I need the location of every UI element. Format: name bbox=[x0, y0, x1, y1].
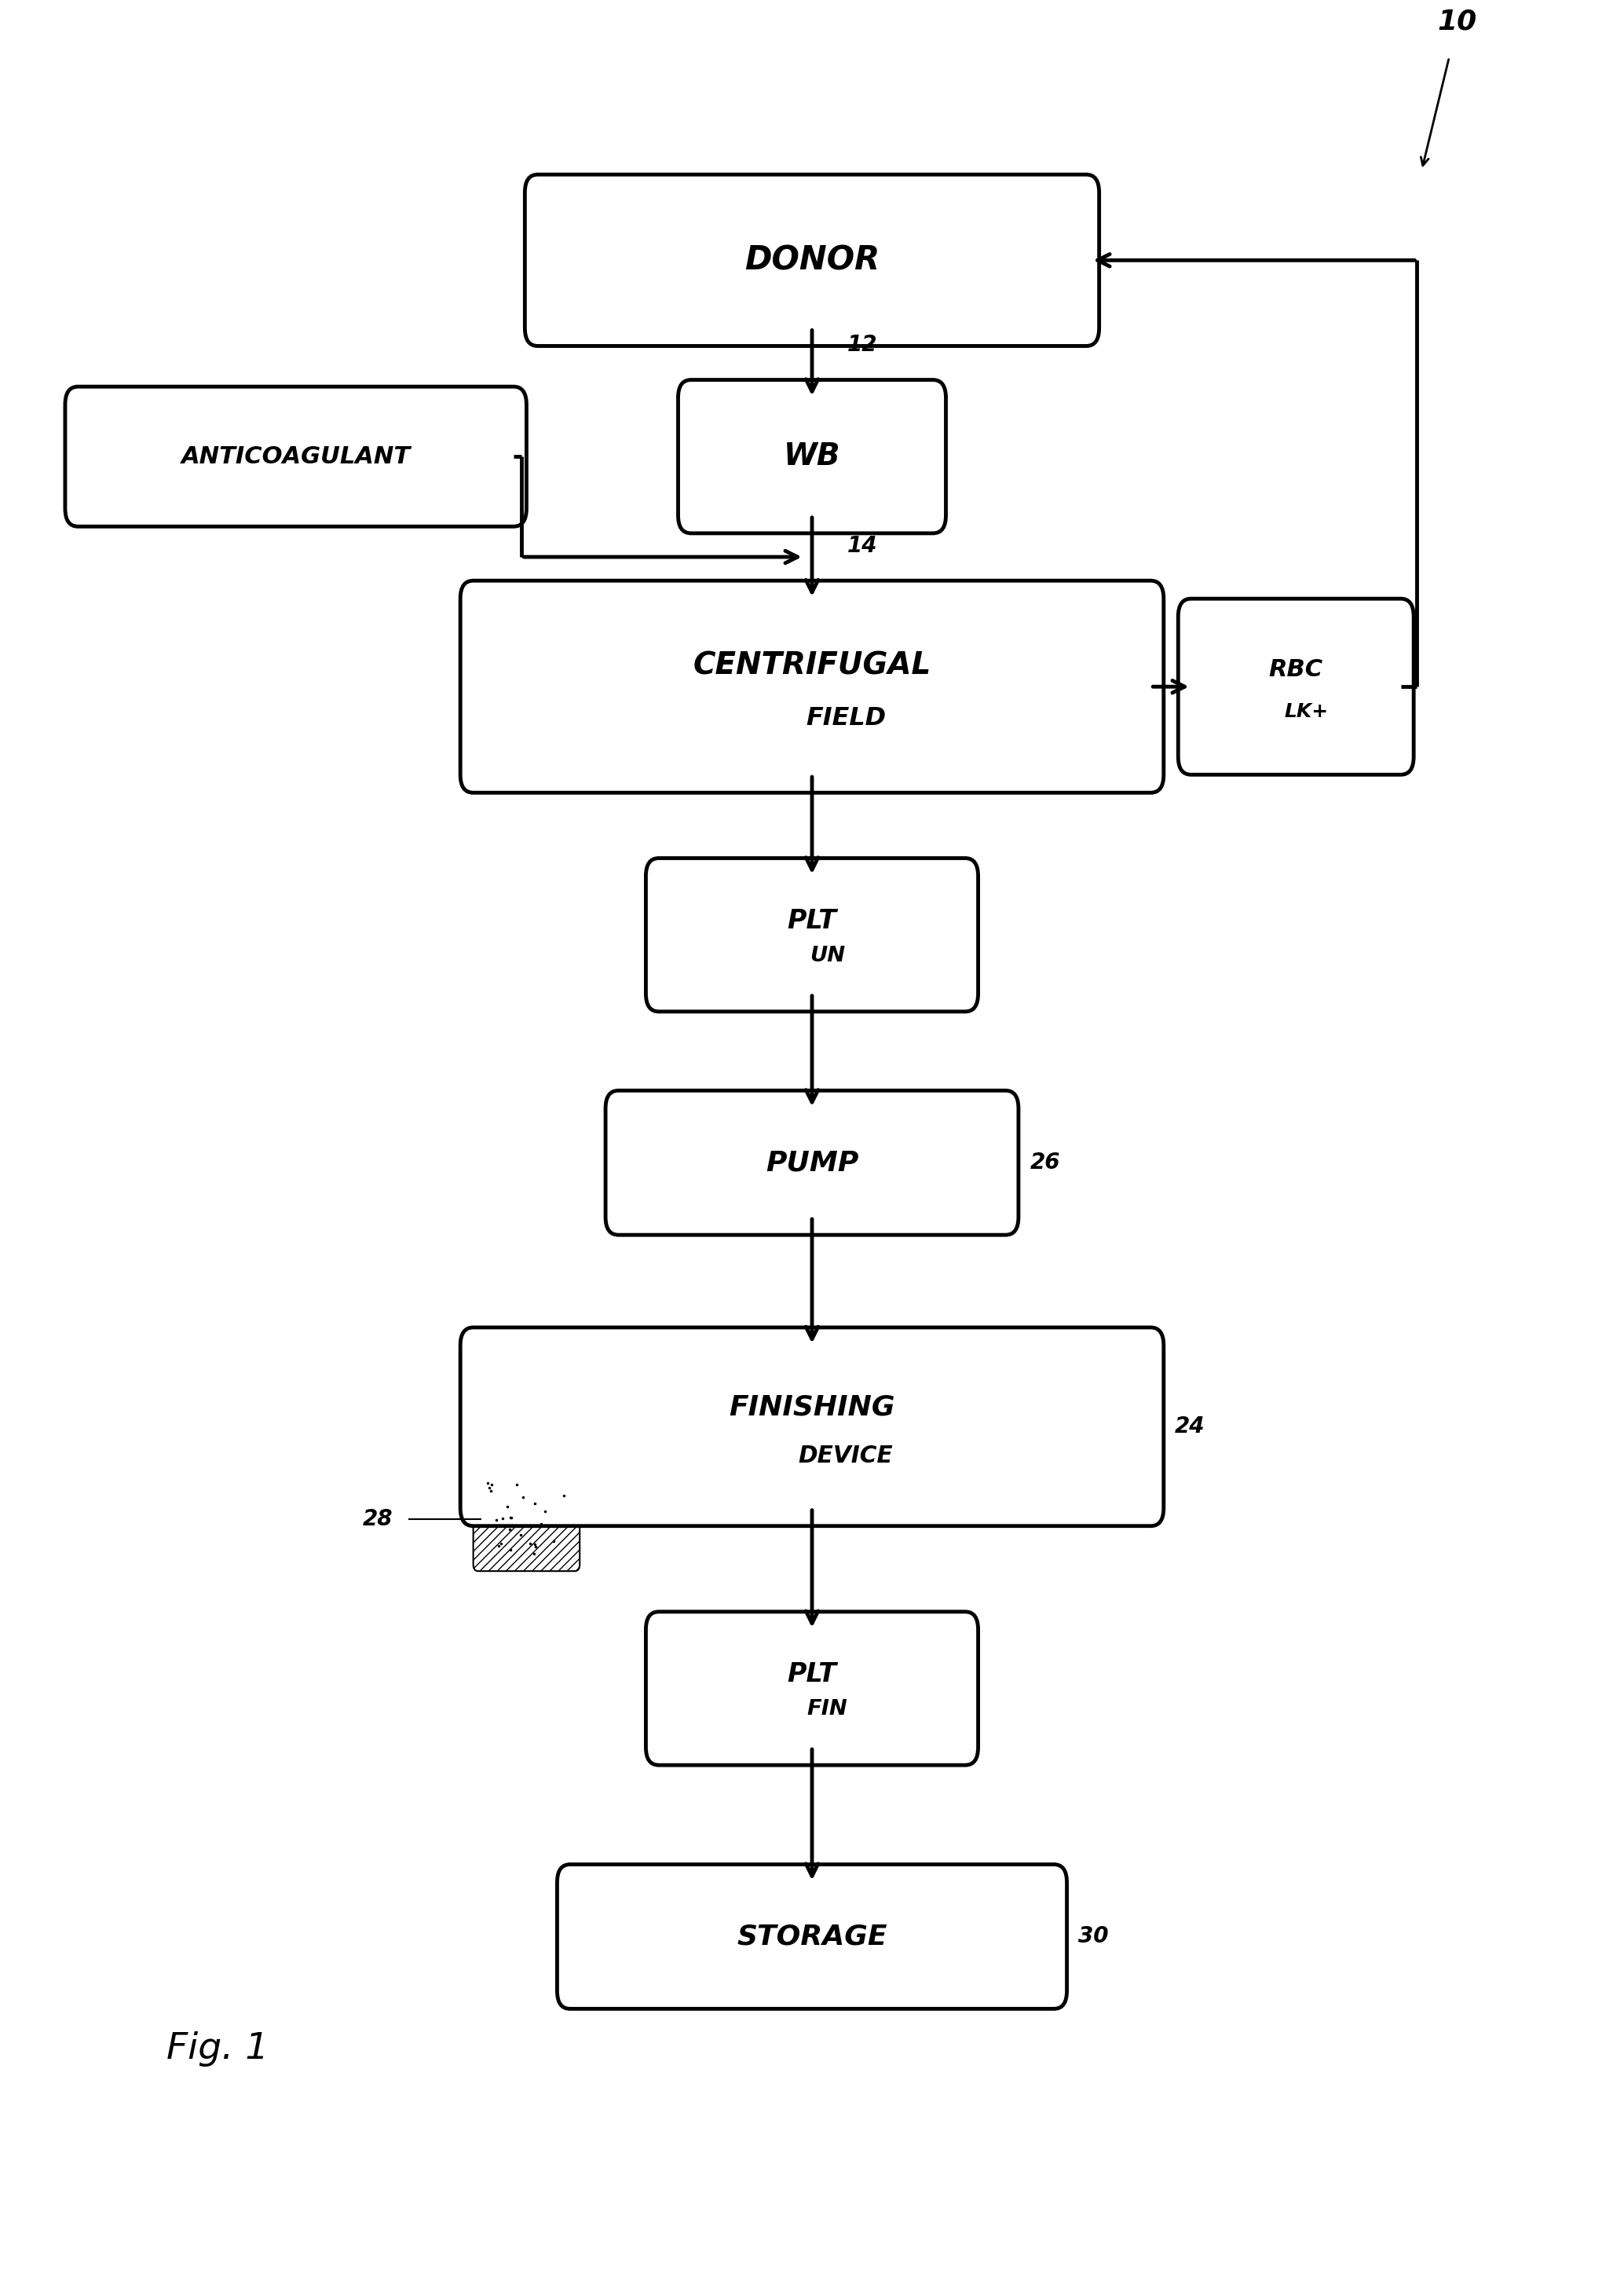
Text: ANTICOAGULANT: ANTICOAGULANT bbox=[182, 446, 411, 468]
FancyBboxPatch shape bbox=[557, 1865, 1067, 2009]
Text: FIELD: FIELD bbox=[806, 706, 887, 731]
FancyBboxPatch shape bbox=[65, 386, 526, 526]
Text: STORAGE: STORAGE bbox=[737, 1924, 887, 1949]
Text: 28: 28 bbox=[362, 1508, 393, 1531]
FancyBboxPatch shape bbox=[1177, 599, 1413, 775]
Text: 10: 10 bbox=[1437, 7, 1476, 34]
Text: WB: WB bbox=[783, 441, 841, 471]
FancyBboxPatch shape bbox=[646, 1611, 978, 1764]
Text: DEVICE: DEVICE bbox=[799, 1444, 893, 1467]
FancyBboxPatch shape bbox=[473, 1467, 580, 1572]
Text: 24: 24 bbox=[1174, 1417, 1205, 1437]
Text: FIN: FIN bbox=[807, 1700, 848, 1721]
Text: PLT: PLT bbox=[788, 907, 836, 935]
FancyBboxPatch shape bbox=[460, 580, 1164, 793]
FancyBboxPatch shape bbox=[679, 379, 945, 532]
FancyBboxPatch shape bbox=[525, 174, 1099, 345]
Text: DONOR: DONOR bbox=[744, 244, 880, 276]
Text: 12: 12 bbox=[848, 334, 877, 356]
Text: 30: 30 bbox=[1078, 1926, 1109, 1947]
Text: FINISHING: FINISHING bbox=[729, 1394, 895, 1421]
FancyBboxPatch shape bbox=[460, 1328, 1164, 1526]
Text: 14: 14 bbox=[848, 535, 877, 558]
Text: 26: 26 bbox=[1030, 1152, 1060, 1174]
Text: UN: UN bbox=[810, 946, 844, 967]
FancyBboxPatch shape bbox=[646, 859, 978, 1012]
Text: PLT: PLT bbox=[788, 1661, 836, 1686]
Text: PUMP: PUMP bbox=[765, 1149, 859, 1177]
Text: LK+: LK+ bbox=[1285, 701, 1328, 722]
FancyBboxPatch shape bbox=[606, 1090, 1018, 1234]
Text: RBC: RBC bbox=[1268, 658, 1324, 681]
Text: Fig. 1: Fig. 1 bbox=[167, 2031, 270, 2066]
Text: CENTRIFUGAL: CENTRIFUGAL bbox=[693, 651, 931, 681]
